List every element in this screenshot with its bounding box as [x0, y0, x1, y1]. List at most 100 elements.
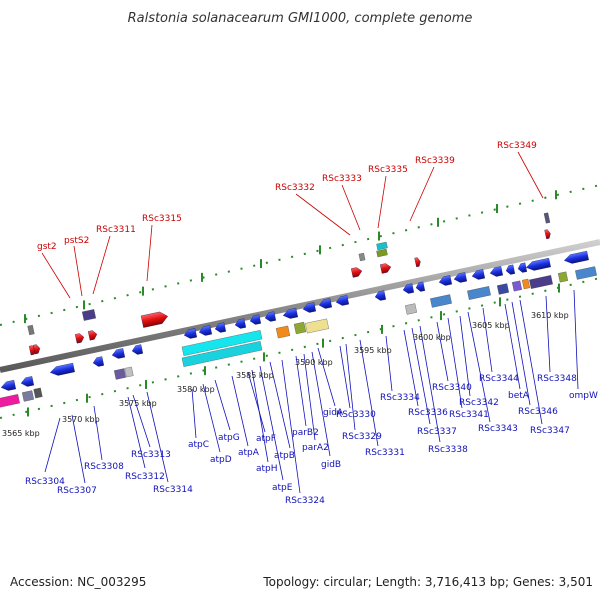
leader-line [41, 252, 71, 299]
gene-label: RSc3307 [57, 486, 97, 496]
gene-label: RSc3349 [497, 141, 537, 151]
gene-box [113, 368, 127, 380]
gene-box [430, 294, 452, 308]
leader-line [409, 166, 435, 222]
gene-label: gidB [321, 460, 341, 470]
gene-box [496, 283, 510, 295]
leader-line [71, 414, 86, 484]
leader-line [281, 359, 301, 494]
gene-box [529, 275, 553, 289]
leader-line [359, 339, 379, 447]
bottom-gene-labels: RSc3304 RSc3307 RSc3308 RSc3313 RSc3312 … [25, 374, 598, 506]
gene-arrow [402, 283, 415, 294]
scale-label: 3585 kbp [236, 371, 274, 380]
gene-box [82, 309, 96, 321]
gene-label: RSc3332 [275, 183, 315, 193]
gene-box [21, 390, 35, 402]
gene-arrow [489, 266, 503, 277]
scale-label: 3600 kbp [413, 333, 451, 342]
leader-line [545, 295, 551, 373]
gene-box-atp [181, 330, 263, 356]
scale-label: 3605 kbp [472, 321, 510, 330]
gene-track [0, 212, 597, 408]
leader-line [44, 417, 61, 473]
leader-line [436, 321, 449, 382]
gene-arrow [374, 290, 387, 301]
gene-label: RSc3329 [342, 432, 382, 442]
gene-label: RSc3308 [84, 462, 124, 472]
gene-arrow [183, 328, 197, 339]
gene-box [575, 266, 597, 280]
gene-arrow [415, 281, 426, 292]
gene-label: RSc3304 [25, 477, 65, 487]
gene-label: atpD [210, 455, 232, 465]
gene-label: RSc3334 [380, 393, 420, 403]
gene-arrow-highlight [32, 344, 41, 355]
leader-line [93, 405, 103, 461]
leader-line [269, 361, 291, 449]
gene-label: atpF [256, 434, 276, 444]
gene-arrow [453, 272, 467, 283]
leader-line [295, 193, 351, 236]
label-leaders [41, 151, 579, 494]
leader-line [295, 355, 307, 427]
leader-line [92, 235, 111, 295]
gene-label: RSc3341 [449, 410, 489, 420]
leader-line [419, 325, 441, 443]
leader-line [132, 394, 151, 448]
leader-line [247, 371, 266, 433]
leader-line [146, 224, 153, 282]
leader-line [73, 245, 83, 297]
scale-ticks [24, 190, 560, 417]
leader-line [385, 335, 393, 392]
leader-line [517, 151, 544, 199]
gene-box [404, 303, 418, 315]
gene-arrow [438, 275, 452, 286]
gene-arrow-highlight [140, 311, 168, 328]
gene-label: RSc3335 [368, 165, 408, 175]
gene-label: RSc3347 [530, 426, 570, 436]
gene-label: RSc3315 [142, 214, 182, 224]
leader-line [411, 327, 431, 425]
leader-line [345, 343, 356, 431]
scale-label: 3570 kbp [62, 415, 100, 424]
gene-arrow-highlight [350, 267, 363, 278]
scale-label: 3580 kbp [177, 385, 215, 394]
gene-label: RSc3343 [478, 424, 518, 434]
gene-arrow [318, 298, 332, 309]
gene-label: RSc3346 [518, 407, 558, 417]
gene-box [376, 248, 388, 258]
gene-label: parB2 [292, 428, 319, 438]
leader-line [146, 391, 169, 483]
map-title: Ralstonia solanacearum GMI1000, complete… [128, 11, 473, 26]
gene-box-atp [181, 341, 263, 367]
gene-box [376, 241, 388, 251]
gene-label: RSc3311 [96, 225, 136, 235]
leader-line [251, 369, 269, 463]
leader-line [317, 347, 336, 407]
leader-line [341, 184, 361, 231]
leader-line [511, 301, 531, 406]
gene-label: pstS2 [64, 236, 89, 246]
top-gene-labels: RSc3349 RSc3339 RSc3335 RSc3333 RSc3332 … [37, 141, 537, 252]
leader-line [339, 345, 351, 409]
leader-line [231, 375, 249, 447]
leader-line [202, 383, 221, 453]
gene-arrow [505, 264, 516, 275]
gene-box [557, 271, 569, 283]
scale-label: 3565 kbp [2, 429, 40, 438]
gene-arrow-highlight [379, 263, 392, 274]
gene-arrow [563, 250, 589, 264]
scale-label: 3595 kbp [354, 346, 392, 355]
gene-label: RSc3339 [415, 156, 455, 166]
gene-arrow [471, 269, 485, 280]
scale-labels: 3565 kbp 3570 kbp 3575 kbp 3580 kbp 3585… [2, 311, 569, 438]
gene-box [511, 280, 523, 292]
gene-arrow [264, 311, 277, 322]
gene-box [358, 252, 366, 262]
gene-label: RSc3348 [537, 374, 577, 384]
gene-arrow [302, 302, 316, 313]
gene-label: RSc3337 [417, 427, 457, 437]
leader-line [482, 307, 493, 373]
leader-line [377, 175, 387, 229]
